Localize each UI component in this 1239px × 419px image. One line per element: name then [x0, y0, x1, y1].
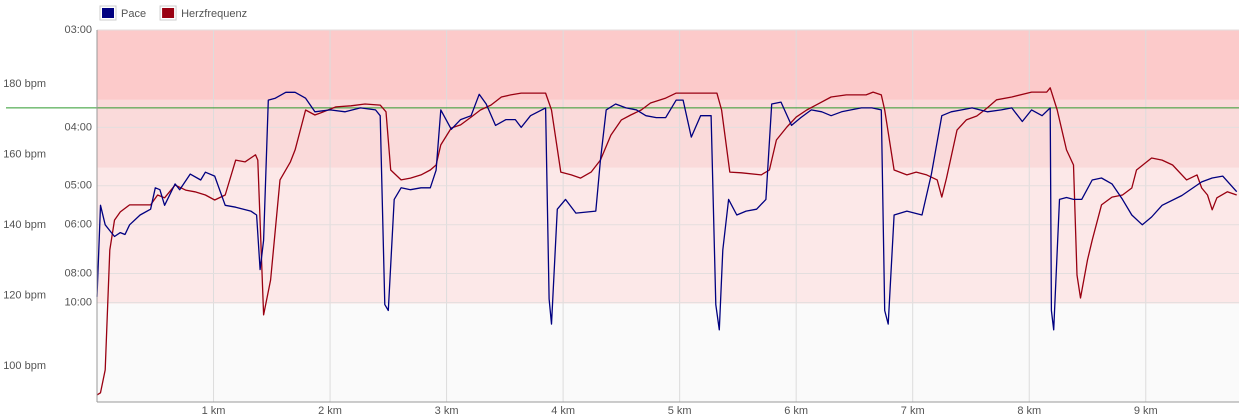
y-tick-label: 100 bpm	[3, 360, 46, 372]
x-tick-label: 2 km	[318, 405, 342, 417]
legend-label: Pace	[121, 8, 146, 20]
y2-tick-label: 03:00	[64, 24, 92, 36]
zone-band	[97, 30, 1239, 100]
legend-item: Pace	[99, 5, 146, 21]
x-tick-label: 9 km	[1134, 405, 1158, 417]
y-tick-label: 160 bpm	[3, 148, 46, 160]
y2-tick-label: 04:00	[64, 121, 92, 133]
x-tick-label: 6 km	[784, 405, 808, 417]
y-tick-label: 140 bpm	[3, 219, 46, 231]
zone-band	[97, 167, 1239, 304]
y2-tick-label: 06:00	[64, 219, 92, 231]
y-tick-label: 180 bpm	[3, 78, 46, 90]
x-tick-label: 7 km	[901, 405, 925, 417]
zone-band	[97, 99, 1239, 168]
x-tick-label: 3 km	[435, 405, 459, 417]
y2-tick-label: 08:00	[64, 267, 92, 279]
legend-swatch	[102, 8, 114, 18]
data-line	[96, 87, 1237, 396]
legend-label: Herzfrequenz	[181, 8, 247, 20]
x-tick-label: 8 km	[1017, 405, 1041, 417]
x-tick-label: 1 km	[202, 405, 226, 417]
y-tick-label: 120 bpm	[3, 289, 46, 301]
legend-swatch	[162, 8, 175, 18]
x-tick-label: 4 km	[551, 405, 575, 417]
x-tick-label: 5 km	[668, 405, 692, 417]
y2-tick-label: 10:00	[64, 297, 92, 309]
data-line	[96, 91, 1238, 331]
legend-item: Herzfrequenz	[159, 5, 247, 21]
y2-tick-label: 05:00	[64, 180, 92, 192]
